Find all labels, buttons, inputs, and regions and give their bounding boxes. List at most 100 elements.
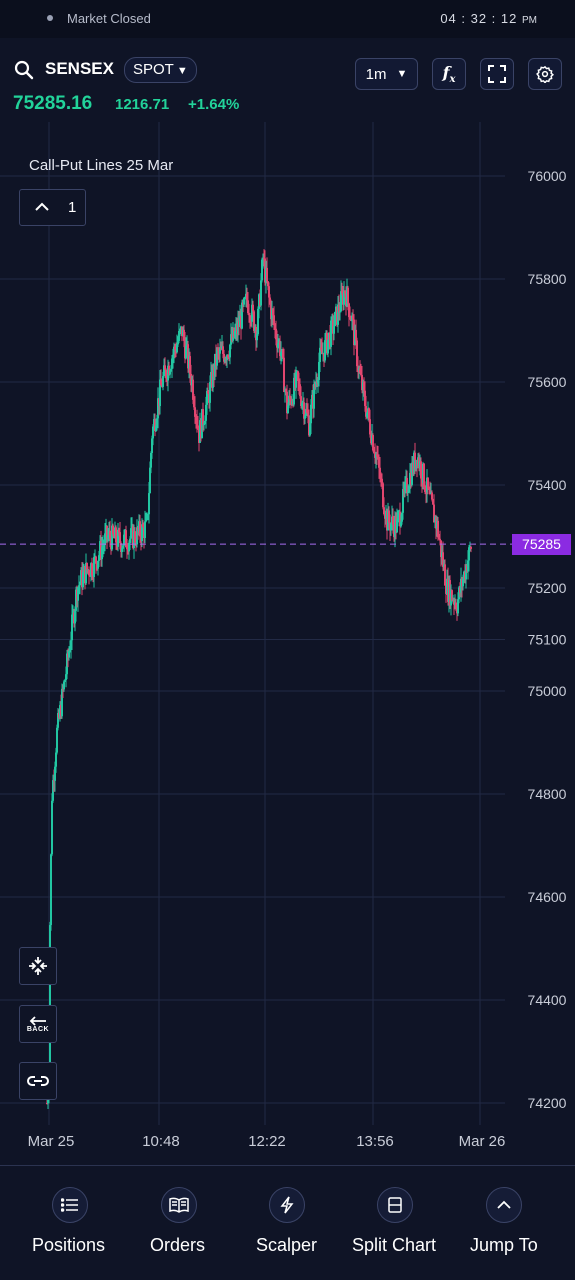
candle-body xyxy=(95,556,97,564)
candle-body xyxy=(261,259,263,281)
nav-split-chart[interactable]: Split Chart xyxy=(340,1166,450,1280)
candle-body xyxy=(222,346,224,354)
candle-body xyxy=(420,461,422,479)
candle-body xyxy=(123,534,125,546)
candle-body xyxy=(320,347,322,349)
instrument-selector[interactable]: SPOT ▼ xyxy=(124,57,197,83)
candle-body xyxy=(193,399,195,408)
candle-body xyxy=(319,347,321,362)
candle-body xyxy=(165,369,167,379)
candle-body xyxy=(172,354,174,359)
candle-body xyxy=(246,293,248,301)
candle-body xyxy=(178,331,180,341)
candle-body xyxy=(250,321,252,323)
candle-body xyxy=(359,368,361,373)
candle-body xyxy=(128,542,130,552)
candle-body xyxy=(251,304,253,322)
candle-body xyxy=(286,391,288,414)
search-icon[interactable] xyxy=(14,60,34,80)
nav-positions[interactable]: Positions xyxy=(0,1166,140,1280)
candle-body xyxy=(177,340,179,345)
candle-body xyxy=(154,419,156,431)
candle-body xyxy=(205,404,207,421)
candle-body xyxy=(364,390,366,407)
candle-body xyxy=(299,384,301,397)
symbol-name[interactable]: SENSEX xyxy=(45,59,114,78)
candle-body xyxy=(129,538,131,543)
candle-body xyxy=(91,563,93,576)
candle-body xyxy=(179,329,181,332)
candle-body xyxy=(226,355,228,361)
settings-button[interactable] xyxy=(528,58,562,90)
candle-body xyxy=(283,357,285,392)
candle-body xyxy=(256,334,258,341)
candle-body xyxy=(194,407,196,417)
candle-body xyxy=(174,346,176,350)
clock-time: 04 : 32 : 12 xyxy=(440,11,518,26)
clock: 04 : 32 : 12 PM xyxy=(440,11,537,26)
indicator-label: Call-Put Lines 25 Mar xyxy=(29,157,174,174)
candle-body xyxy=(85,563,87,584)
candle-body xyxy=(103,545,105,547)
split-chart-icon xyxy=(377,1187,413,1223)
candle-body xyxy=(407,491,409,493)
candle-body xyxy=(227,355,229,358)
candle-body xyxy=(379,467,381,479)
nav-label-jump-to: Jump To xyxy=(470,1235,538,1255)
x-tick-label: 10:48 xyxy=(142,1133,180,1150)
candle-body xyxy=(88,569,90,576)
candle-body xyxy=(209,382,211,403)
fit-chart-button[interactable] xyxy=(19,947,57,985)
candle-body xyxy=(401,512,403,522)
caret-down-icon: ▼ xyxy=(396,68,408,80)
price-chart[interactable]: 76000 75800 75600 75400 75200 75100 75000 74800… xyxy=(0,122,575,1166)
nav-scalper[interactable]: Scalper xyxy=(240,1166,340,1280)
candle-body xyxy=(365,406,367,417)
y-tick-label: 75800 xyxy=(528,271,567,287)
candle-body xyxy=(272,309,274,316)
candle-body xyxy=(337,304,339,325)
candle-body xyxy=(307,412,309,417)
candle-body xyxy=(204,420,206,424)
candle-body xyxy=(369,419,371,435)
y-tick-label: 74200 xyxy=(528,1095,567,1111)
candle-body xyxy=(176,344,178,353)
timeframe-selector[interactable]: 1m ▼ xyxy=(355,58,418,90)
candle-body xyxy=(50,854,52,926)
candle-body xyxy=(396,519,398,533)
candle-body xyxy=(321,348,323,355)
nav-jump-to[interactable]: Jump To xyxy=(460,1166,575,1280)
candle-body xyxy=(260,280,262,306)
candle-body xyxy=(192,379,194,400)
candle-body xyxy=(334,311,336,327)
indicators-button[interactable]: fx xyxy=(432,58,466,90)
candle-body xyxy=(134,531,136,543)
candle-body xyxy=(348,303,350,318)
candle-body xyxy=(206,391,208,405)
candle-body xyxy=(189,356,191,374)
candle-body xyxy=(146,516,148,518)
candle-body xyxy=(244,298,246,300)
y-tick-label: 75600 xyxy=(528,374,567,390)
nav-orders[interactable]: Orders xyxy=(140,1166,220,1280)
candle-body xyxy=(355,329,357,341)
x-tick-label: Mar 26 xyxy=(459,1133,506,1150)
candle-body xyxy=(301,403,303,407)
candle-body xyxy=(55,752,57,767)
market-status-dot xyxy=(47,15,53,21)
back-button[interactable]: BACK xyxy=(19,1005,57,1043)
link-button[interactable] xyxy=(19,1062,57,1100)
candle-body xyxy=(98,555,100,561)
candle-body xyxy=(223,353,225,362)
indicator-toggle-button[interactable]: 1 xyxy=(19,189,86,226)
candle-body xyxy=(142,524,144,527)
candle-body xyxy=(52,780,54,801)
candle-body xyxy=(120,543,122,552)
fullscreen-button[interactable] xyxy=(480,58,514,90)
candle-body xyxy=(117,529,119,547)
y-tick-label: 74400 xyxy=(528,992,567,1008)
candle-body xyxy=(297,371,299,381)
clock-ampm: PM xyxy=(522,15,537,26)
candle-body xyxy=(247,300,249,314)
candle-body xyxy=(310,404,312,424)
